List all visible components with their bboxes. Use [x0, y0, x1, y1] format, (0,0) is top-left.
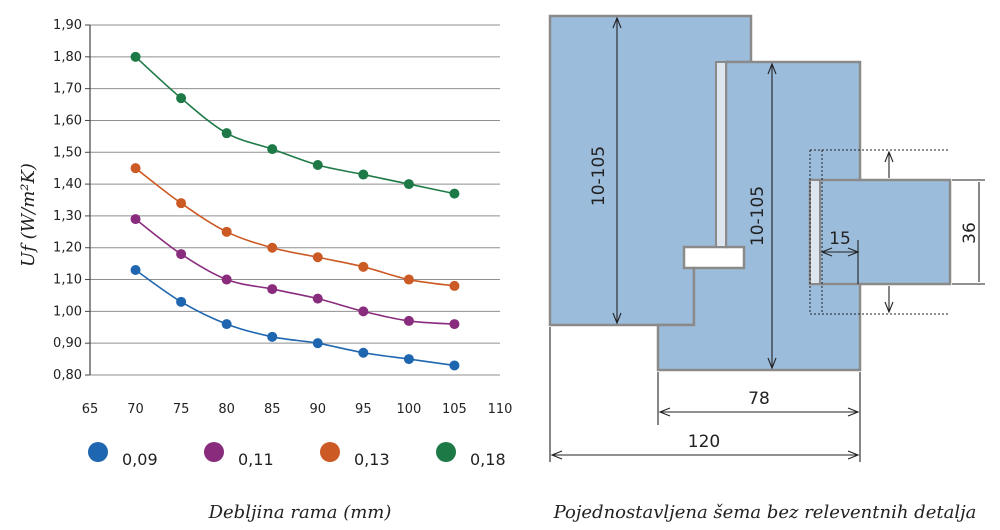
data-point [267, 242, 278, 253]
y-tick-label: 1,20 [53, 241, 82, 256]
legend-marker [88, 442, 108, 462]
series-line [135, 218, 455, 325]
data-point [449, 360, 460, 371]
data-point [358, 261, 369, 272]
x-tick-label: 90 [310, 402, 327, 417]
legend-label: 0,13 [354, 450, 390, 469]
x-tick-label: 70 [127, 402, 144, 417]
data-point [130, 51, 141, 62]
data-point [358, 347, 369, 358]
data-point [312, 252, 323, 263]
data-point [449, 319, 460, 330]
x-tick-label: 100 [396, 402, 421, 417]
chart-axes: 0,80 0,90 1,00 1,10 1,20 1,30 1,40 1,50 1,60 1,70… [53, 18, 512, 417]
y-tick-label: 1,50 [53, 145, 82, 160]
y-tick-label: 1,70 [53, 82, 82, 97]
data-point [130, 214, 141, 225]
diagram-caption: Pojednostavljena šema bez releventnih de… [553, 502, 977, 523]
x-tick-label: 80 [218, 402, 235, 417]
y-tick-label: 1,40 [53, 177, 82, 192]
y-axis-label: Uf (W/m²K) [18, 163, 39, 267]
data-point [176, 198, 187, 209]
data-point [312, 160, 323, 170]
data-point [176, 93, 187, 104]
dimension-inner-width [657, 372, 861, 462]
y-tick-label: 1,90 [53, 18, 82, 33]
dimension-gap [820, 240, 860, 284]
chart-series [130, 51, 460, 371]
series-line [135, 56, 455, 195]
x-tick-label: 105 [442, 402, 467, 417]
dimension-glass [952, 179, 985, 285]
data-point [449, 188, 460, 199]
dimension-glass-label: 36 [960, 222, 980, 244]
data-point [267, 331, 278, 342]
x-axis-label: Debljina rama (mm) [208, 502, 392, 523]
data-point [358, 306, 369, 317]
legend-marker [436, 442, 456, 462]
y-tick-label: 0,90 [53, 336, 82, 351]
dimension-gap-label: 15 [829, 229, 851, 249]
frame-outer-profile [548, 14, 753, 327]
data-point [449, 280, 460, 291]
frame-inner-profile [656, 60, 862, 372]
dimension-total-width [549, 327, 860, 462]
data-point [267, 144, 278, 155]
data-point [312, 338, 323, 349]
data-point [403, 179, 414, 190]
data-point [267, 284, 278, 295]
legend-marker [320, 442, 340, 462]
legend-label: 0,09 [122, 450, 158, 469]
y-tick-label: 1,80 [53, 50, 82, 65]
x-tick-label: 75 [173, 402, 190, 417]
y-tick-label: 1,10 [53, 273, 82, 288]
data-point [403, 354, 414, 365]
data-point [221, 274, 232, 285]
x-tick-label: 95 [355, 402, 372, 417]
dimension-inner-width-label: 78 [748, 389, 770, 409]
y-tick-label: 1,00 [53, 304, 82, 319]
dimension-left-height [612, 16, 622, 325]
data-point [221, 128, 232, 139]
legend-label: 0,18 [470, 450, 506, 469]
data-point [130, 265, 141, 275]
dimension-center-height-label: 10-105 [748, 186, 768, 246]
line-chart: 0,80 0,90 1,00 1,10 1,20 1,30 1,40 1,50 1,60 1,70… [18, 18, 512, 523]
data-point [312, 293, 323, 304]
x-tick-label: 85 [264, 402, 281, 417]
data-point [403, 274, 414, 285]
y-tick-label: 1,60 [53, 113, 82, 128]
chart-grid [90, 24, 500, 376]
gasket-strip [715, 61, 727, 248]
glazing-bead-strip [809, 179, 821, 285]
x-tick-label: 110 [488, 402, 513, 417]
y-tick-label: 1,30 [53, 209, 82, 224]
dimension-total-width-label: 120 [688, 432, 720, 452]
data-point [176, 296, 187, 307]
data-point [221, 226, 232, 237]
data-point [130, 163, 141, 174]
data-point [176, 249, 187, 260]
dimension-left-height-label: 10-105 [589, 146, 609, 206]
dimension-center-height [767, 62, 777, 370]
y-tick-label: 0,80 [53, 368, 82, 383]
data-point [358, 169, 369, 180]
x-tick-label: 65 [82, 402, 99, 417]
legend-label: 0,11 [238, 450, 274, 469]
data-point [403, 315, 414, 326]
legend-marker [204, 442, 224, 462]
chart-legend: 0,09 0,11 0,13 0,18 [88, 442, 506, 469]
data-point [221, 319, 232, 330]
dimension-glass-bounds-dotted [809, 149, 950, 315]
glass-pane [808, 178, 952, 286]
